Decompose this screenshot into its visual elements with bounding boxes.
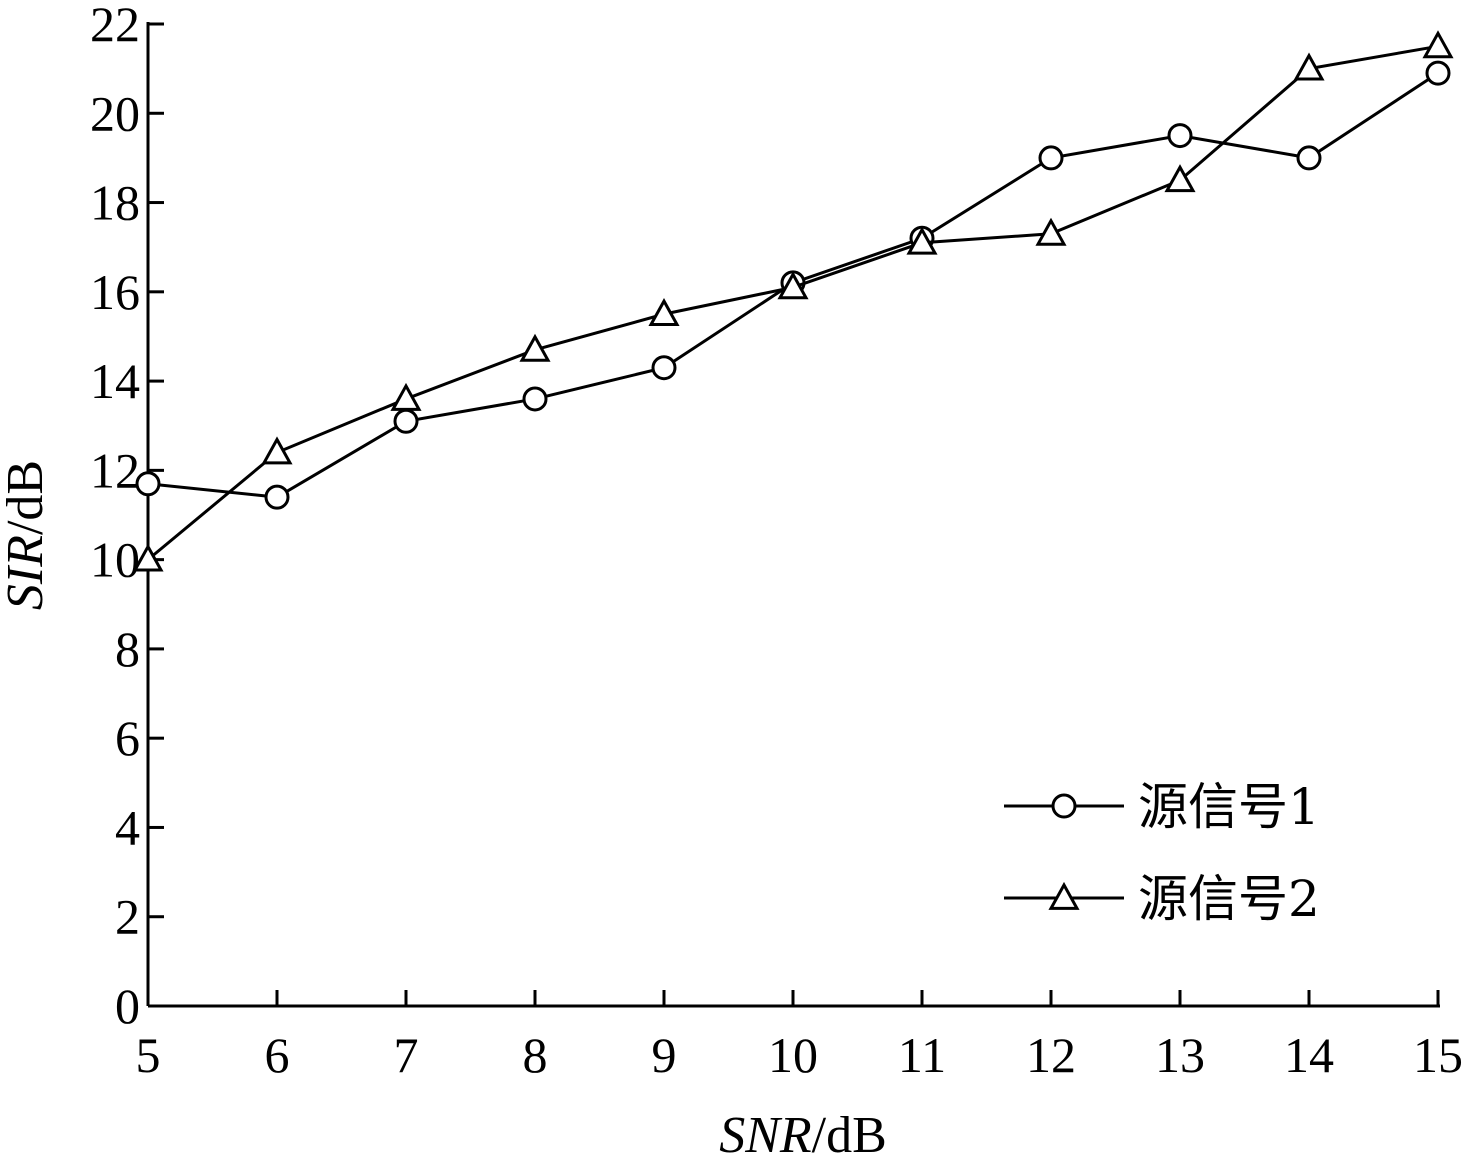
series-2 [132,30,1454,572]
series-2-point [906,226,938,255]
series-1-point [1296,145,1322,171]
x-tick-label: 9 [652,1027,677,1083]
y-tick-label: 14 [90,353,140,409]
series-2-point [390,382,422,411]
y-tick-label: 16 [90,264,140,320]
series-1-point [393,408,419,434]
x-axis-title: SNR/dB [719,1107,887,1158]
series-1-point [651,355,677,381]
y-tick-label: 4 [115,799,140,855]
y-tick-label: 8 [115,621,140,677]
series-2-line [147,44,1439,561]
x-tick-label: 11 [898,1027,946,1083]
legend: 源信号1 源信号2 [1004,778,1320,928]
y-axis-title: SIR/dB [0,460,54,610]
legend-entry-2: 源信号2 [1004,870,1320,928]
x-tick-label: 14 [1284,1027,1334,1083]
x-tick-label: 8 [523,1027,548,1083]
x-tick-label: 6 [265,1027,290,1083]
series-1-point [264,484,290,510]
x-tick-label: 7 [394,1027,419,1083]
series-2-point [1293,52,1325,81]
y-axis-title-unit: /dB [0,460,54,535]
series-1-point [1038,145,1064,171]
series-1-point [135,471,161,497]
x-tick-label: 15 [1413,1027,1463,1083]
series-2-point [1035,217,1067,246]
x-tick-label: 10 [768,1027,818,1083]
y-tick-label: 10 [90,532,140,588]
x-tick-label: 12 [1026,1027,1076,1083]
x-axis-title-quantity: SNR [719,1107,811,1158]
series-1-point [1425,60,1451,86]
series-2-point [261,436,293,465]
y-tick-label: 0 [115,978,140,1034]
series-2-point [1164,164,1196,193]
x-tick-label: 5 [136,1027,161,1083]
y-tick-label: 18 [90,175,140,231]
legend-label: 源信号1 [1138,778,1320,836]
y-tick-label: 6 [115,710,140,766]
series-2-point [132,543,164,572]
y-tick-label: 22 [90,0,140,52]
legend-marker [1051,793,1077,819]
axes [146,22,1440,1008]
series-1-point [522,386,548,412]
series-2-point [777,271,809,300]
y-tick-label: 20 [90,85,140,141]
legend-label: 源信号2 [1138,870,1320,928]
series-1-point [1167,123,1193,149]
y-tick-label: 12 [90,442,140,498]
x-ticks: 5 6 7 8 9 10 11 12 13 14 15 [136,990,1463,1083]
series-group [132,30,1454,572]
legend-entry-1: 源信号1 [1004,778,1320,836]
y-ticks: 0 2 4 6 8 10 12 14 16 18 20 22 [90,0,164,1034]
legend-marker [1048,881,1080,910]
y-tick-label: 2 [115,889,140,945]
x-tick-label: 13 [1155,1027,1205,1083]
x-axis-title-unit: /dB [812,1107,887,1158]
series-2-point [1422,30,1454,59]
y-axis-title-quantity: SIR [0,535,54,610]
series-2-point [519,333,551,362]
series-2-point [648,298,680,327]
